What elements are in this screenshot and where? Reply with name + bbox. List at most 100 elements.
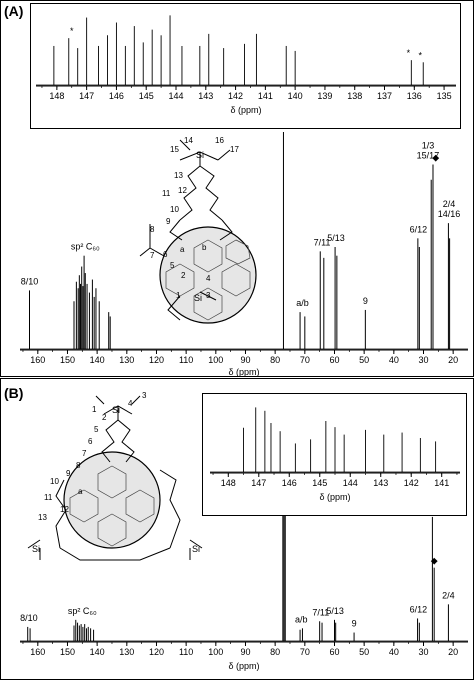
- panel-a-peak-label: 15/17: [417, 151, 440, 161]
- panel-a-tick-label: 80: [270, 355, 280, 365]
- panel-b-tick-label: 50: [359, 647, 369, 657]
- panel-a-peak-label: 6/12: [410, 224, 428, 234]
- panel-a-label: (A): [4, 3, 23, 19]
- panel-a-inset-tick-label: 142: [228, 91, 243, 101]
- panel-a-inset-spectrum: 148 147 146 145 144 143 142 141 140 139 138 137 136 1…: [36, 15, 456, 115]
- panel-b-peak-label: 2/4: [442, 590, 455, 600]
- panel-a-tick-label: 40: [389, 355, 399, 365]
- molecule-a-bonds: [139, 139, 233, 321]
- atom-num-b-8: 8: [76, 461, 81, 470]
- atom-num-a-17: 17: [230, 145, 239, 154]
- panel-a-peak-label: 2/4: [443, 199, 456, 209]
- atom-num-a-2: 2: [181, 271, 186, 280]
- panel-b-inset-tick-label: 147: [251, 478, 266, 488]
- panel-b-inset-tick-label: 148: [221, 478, 236, 488]
- panel-b-tick-label: 160: [30, 647, 45, 657]
- panel-b-spectrum: 160 150 140 130 120 110 100 90 80 70 60 50 40 30 20 δ (…: [20, 500, 468, 671]
- panel-a-spectrum: 160 150 140 130 120 110 100 90 80 70 60 50 40 30 20δ (…: [20, 132, 468, 377]
- si-a-bottom: Si: [194, 293, 202, 303]
- panel-b-tick-label: 150: [60, 647, 75, 657]
- panel-b-peak-label: 6/12: [410, 604, 428, 614]
- panel-a-inset-marker: *: [418, 50, 422, 60]
- si-b-top: Si: [112, 405, 120, 415]
- panel-a-inset-marker: *: [70, 26, 74, 36]
- panel-a-tick-label: 140: [90, 355, 105, 365]
- panel-a-inset-tick-label: 139: [317, 91, 332, 101]
- panel-a-peak-label: 7/11: [314, 237, 331, 247]
- panel-b-tick-label: 70: [300, 647, 310, 657]
- panel-a-inset-tick-label: 135: [437, 91, 452, 101]
- fullerene-b-hexagons: [69, 465, 155, 547]
- panel-b-x-axis-title: δ (ppm): [228, 661, 259, 671]
- panel-a-tick-label: 20: [448, 355, 458, 365]
- atom-num-a-16: 16: [215, 136, 224, 145]
- atom-num-b-11: 11: [44, 493, 53, 502]
- atom-num-b-1: 1: [92, 405, 97, 414]
- atom-num-b-2: 2: [102, 413, 107, 422]
- panel-b-inset-tick-label: 145: [312, 478, 327, 488]
- atom-num-a-1: 1: [176, 291, 181, 300]
- panel-a-tick-label: 110: [179, 355, 193, 365]
- panel-b-peak-label: a/b: [295, 614, 308, 624]
- panel-a-inset-marker: *: [407, 48, 411, 58]
- panel-a-tick-label: 90: [240, 355, 250, 365]
- panel-a-inset-tick-label: 145: [139, 91, 154, 101]
- panel-a-inset-tick-label: 138: [347, 91, 362, 101]
- panel-a-inset-tick-label: 137: [377, 91, 392, 101]
- fullerene-a: [159, 226, 257, 324]
- panel-a-tick-label: 70: [300, 355, 310, 365]
- si-b-left: Si: [32, 544, 40, 554]
- atom-num-b-5: 5: [94, 425, 99, 434]
- panel-a-inset-tick-label: 148: [49, 91, 64, 101]
- atom-num-b-9: 9: [66, 469, 71, 478]
- panel-a-peak-label: 9: [363, 296, 368, 306]
- panel-b-peak-label: 9: [352, 619, 357, 629]
- panel-a-inset-tick-label: 141: [258, 91, 273, 101]
- molecule-b-bonds: [27, 395, 203, 561]
- panel-b-tick-label: 90: [240, 647, 250, 657]
- panel-a-marker: ◆: [432, 153, 439, 163]
- atom-num-b-13: 13: [38, 513, 47, 522]
- si-b-right: Si: [192, 544, 200, 554]
- atom-num-a-14: 14: [184, 136, 193, 145]
- panel-b-inset-tick-label: 143: [373, 478, 388, 488]
- panel-a-inset-tick-label: 146: [109, 91, 124, 101]
- atom-num-b-12: 12: [60, 505, 69, 514]
- panel-a-inset-tick-label: 147: [79, 91, 94, 101]
- molecule-b-structure: Si Si Si 1 2 4 3 5 6 7 8 9 10 11 12 13 a: [27, 391, 203, 561]
- panel-b-tick-label: 40: [389, 647, 399, 657]
- panel-b-tick-label: 100: [208, 647, 223, 657]
- panel-b-peak-label: 5/13: [326, 606, 344, 616]
- panel-a-tick-label: 120: [149, 355, 164, 365]
- atom-num-a-10: 10: [170, 205, 179, 214]
- atom-num-b-10: 10: [50, 477, 59, 486]
- atom-num-a-5: 5: [170, 261, 175, 270]
- panel-a-x-axis-title: δ (ppm): [228, 367, 259, 377]
- panel-b-inset-spectrum: 148 147 146 145 144 143 142 141 δ (ppm): [210, 407, 460, 502]
- atom-label-a-b: b: [202, 243, 207, 252]
- panel-b-inset-frame: [202, 393, 467, 516]
- panel-b-peak-label: 8/10: [20, 613, 38, 623]
- fullerene-b: [63, 451, 161, 549]
- panel-a-inset-frame: [30, 3, 461, 129]
- atom-label-b-a: a: [78, 487, 83, 496]
- panel-b-peak-label: 7/11: [312, 607, 329, 617]
- panel-a-inset-tick-label: 144: [168, 91, 183, 101]
- atom-num-a-6: 6: [163, 250, 168, 259]
- atom-num-b-7: 7: [82, 449, 87, 458]
- panel-a-peak-label: a/b: [296, 298, 309, 308]
- molecule-a-structure: Si Si 15 14 16 17 13 12 11 10 9 8 7 6 5 …: [139, 136, 257, 324]
- panel-a-peak-label: 1/3: [422, 141, 435, 151]
- panel-a-peak-label: 5/13: [327, 233, 345, 243]
- atom-num-a-11: 11: [162, 189, 171, 198]
- atom-num-b-4: 4: [128, 399, 133, 408]
- panel-a-peak-label: 8/10: [21, 276, 39, 286]
- panel-b-peak-label: sp² C₆₀: [68, 606, 97, 616]
- panel-a-inset-tick-label: 140: [288, 91, 303, 101]
- panel-a-peak-label: sp² C₆₀: [71, 242, 100, 252]
- atom-num-a-7: 7: [150, 251, 155, 260]
- panel-b-inset-x-axis-title: δ (ppm): [319, 492, 350, 502]
- panel-a-tick-label: 150: [60, 355, 75, 365]
- atom-num-b-6: 6: [88, 437, 93, 446]
